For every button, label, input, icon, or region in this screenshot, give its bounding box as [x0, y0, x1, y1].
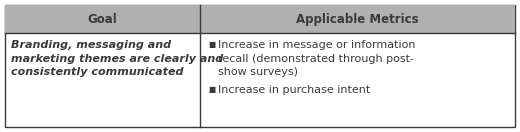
- Text: marketing themes are clearly and: marketing themes are clearly and: [11, 54, 223, 64]
- Text: recall (demonstrated through post-: recall (demonstrated through post-: [218, 54, 414, 64]
- Text: Increase in message or information: Increase in message or information: [218, 40, 415, 50]
- Text: ■: ■: [208, 40, 215, 49]
- Bar: [5, 5, 515, 33]
- Text: Applicable Metrics: Applicable Metrics: [296, 13, 419, 26]
- Text: show surveys): show surveys): [218, 67, 298, 77]
- Text: ■: ■: [208, 85, 215, 94]
- Text: consistently communicated: consistently communicated: [11, 67, 184, 77]
- Text: Branding, messaging and: Branding, messaging and: [11, 40, 171, 50]
- Text: Goal: Goal: [88, 13, 118, 26]
- Text: Increase in purchase intent: Increase in purchase intent: [218, 85, 370, 95]
